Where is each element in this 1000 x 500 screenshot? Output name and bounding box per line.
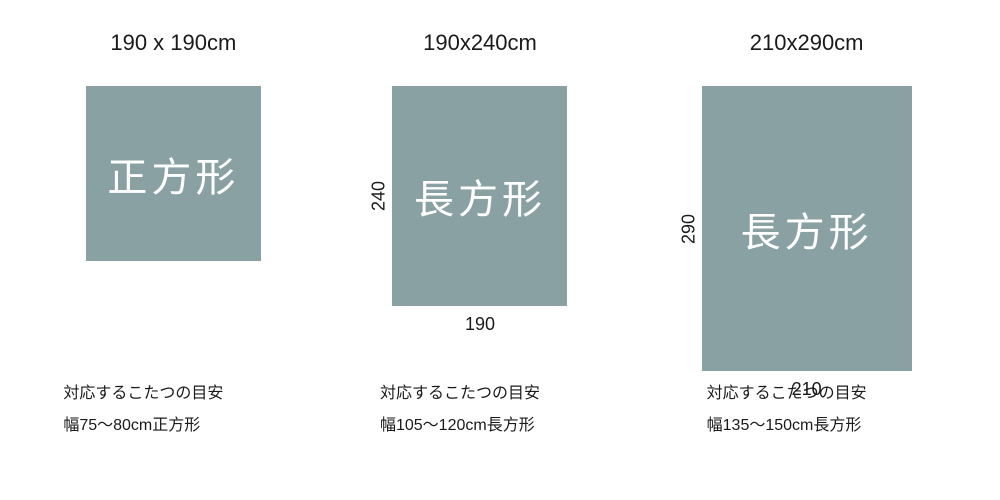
- caption-line2: 幅75～80cm正方形: [63, 410, 223, 442]
- shape-rect: 長方形: [392, 86, 567, 306]
- panel-inner: 正方形: [86, 86, 261, 406]
- dimension-vertical: 290: [678, 213, 699, 243]
- shape-wrap: 240 長方形: [392, 86, 567, 306]
- dimension-horizontal: 190: [465, 314, 495, 335]
- shape-label: 長方形: [741, 200, 873, 258]
- panel-inner: 290 長方形 210: [702, 86, 912, 426]
- caption-line1: 対応するこたつの目安: [707, 378, 907, 410]
- caption-block: 対応するこたつの目安 幅75～80cm正方形: [63, 378, 223, 442]
- size-panel-rect-large: 210x290cm 290 長方形 210 対応するこたつの目安 幅135～15…: [637, 30, 977, 470]
- size-panel-square: 190 x 190cm 正方形 対応するこたつの目安 幅75～80cm正方形: [23, 30, 323, 470]
- caption-block: 対応するこたつの目安 幅135～150cm長方形: [707, 378, 907, 442]
- shape-label: 正方形: [107, 145, 239, 203]
- size-chart-container: 190 x 190cm 正方形 対応するこたつの目安 幅75～80cm正方形 1…: [0, 0, 1000, 500]
- size-title: 190x240cm: [423, 30, 537, 56]
- size-title: 210x290cm: [750, 30, 864, 56]
- caption-block: 対応するこたつの目安 幅105～120cm長方形: [380, 378, 580, 442]
- panel-inner: 240 長方形 190: [392, 86, 567, 406]
- caption-line1: 対応するこたつの目安: [380, 378, 580, 410]
- shape-wrap: 290 長方形: [702, 86, 912, 371]
- shape-wrap: 正方形: [86, 86, 261, 261]
- size-panel-rect-medium: 190x240cm 240 長方形 190 対応するこたつの目安 幅105～12…: [330, 30, 630, 470]
- caption-line2: 幅135～150cm長方形: [707, 410, 907, 442]
- size-title: 190 x 190cm: [110, 30, 236, 56]
- shape-square: 正方形: [86, 86, 261, 261]
- dimension-vertical: 240: [369, 181, 390, 211]
- caption-line1: 対応するこたつの目安: [63, 378, 223, 410]
- caption-line2: 幅105～120cm長方形: [380, 410, 580, 442]
- shape-rect: 長方形: [702, 86, 912, 371]
- shape-label: 長方形: [414, 167, 546, 225]
